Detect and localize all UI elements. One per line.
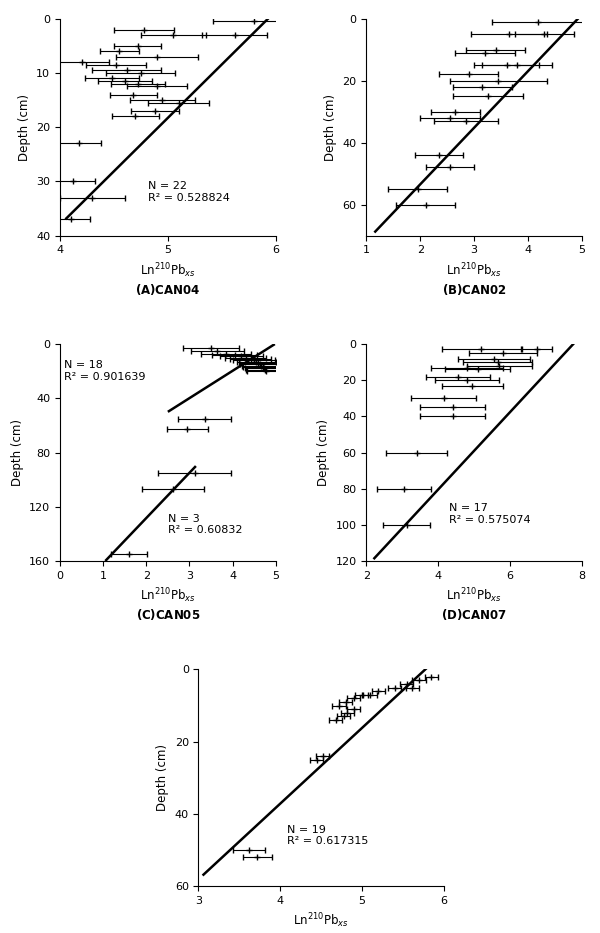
Text: N = 3
R² = 0.60832: N = 3 R² = 0.60832 [168, 513, 242, 536]
Y-axis label: Depth (cm): Depth (cm) [11, 419, 23, 486]
Text: N = 17
R² = 0.575074: N = 17 R² = 0.575074 [449, 503, 530, 524]
X-axis label: Ln$^{210}$Pb$_{xs}$
$\bf{(C) CAN05}$: Ln$^{210}$Pb$_{xs}$ $\bf{(C) CAN05}$ [136, 586, 200, 622]
Y-axis label: Depth (cm): Depth (cm) [317, 419, 330, 486]
Y-axis label: Depth (cm): Depth (cm) [324, 93, 337, 160]
Y-axis label: Depth (cm): Depth (cm) [156, 745, 169, 812]
Text: N = 18
R² = 0.901639: N = 18 R² = 0.901639 [64, 360, 146, 382]
X-axis label: Ln$^{210}$Pb$_{xs}$
$\bf{(B) CAN02}$: Ln$^{210}$Pb$_{xs}$ $\bf{(B) CAN02}$ [442, 261, 506, 297]
X-axis label: Ln$^{210}$Pb$_{xs}$
$\bf{(D) CAN07}$: Ln$^{210}$Pb$_{xs}$ $\bf{(D) CAN07}$ [442, 586, 507, 622]
Text: N = 22
R² = 0.528824: N = 22 R² = 0.528824 [148, 181, 230, 203]
X-axis label: Ln$^{210}$Pb$_{xs}$
$\bf{(E) CAN15}$: Ln$^{210}$Pb$_{xs}$ $\bf{(E) CAN15}$ [289, 912, 353, 933]
X-axis label: Ln$^{210}$Pb$_{xs}$
$\bf{(A) CAN04}$: Ln$^{210}$Pb$_{xs}$ $\bf{(A) CAN04}$ [135, 261, 200, 297]
Y-axis label: Depth (cm): Depth (cm) [17, 93, 31, 160]
Text: N = 19
R² = 0.617315: N = 19 R² = 0.617315 [287, 825, 368, 846]
